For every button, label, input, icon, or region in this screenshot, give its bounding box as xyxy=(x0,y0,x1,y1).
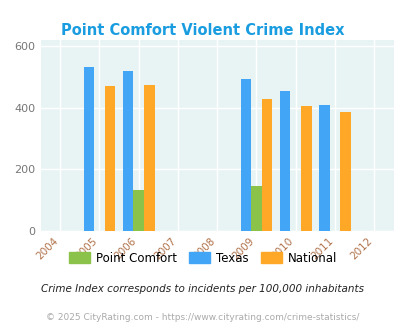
Bar xyxy=(279,91,290,231)
Bar xyxy=(240,79,251,231)
Bar xyxy=(339,112,350,231)
Text: © 2025 CityRating.com - https://www.cityrating.com/crime-statistics/: © 2025 CityRating.com - https://www.city… xyxy=(46,313,359,322)
Text: Point Comfort Violent Crime Index: Point Comfort Violent Crime Index xyxy=(61,23,344,38)
Bar xyxy=(144,85,154,231)
Bar xyxy=(104,86,115,231)
Bar xyxy=(133,190,144,231)
Bar xyxy=(251,185,261,231)
Bar xyxy=(300,106,311,231)
Legend: Point Comfort, Texas, National: Point Comfort, Texas, National xyxy=(64,247,341,269)
Bar xyxy=(261,99,272,231)
Text: Crime Index corresponds to incidents per 100,000 inhabitants: Crime Index corresponds to incidents per… xyxy=(41,284,364,294)
Bar xyxy=(318,105,329,231)
Bar xyxy=(123,71,133,231)
Bar xyxy=(83,67,94,231)
